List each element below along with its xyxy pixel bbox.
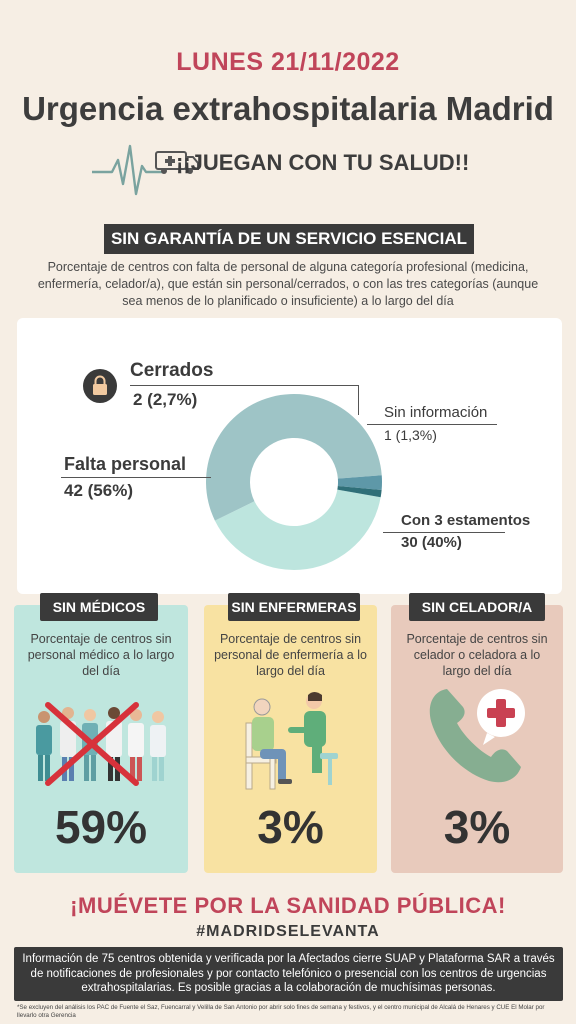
- slogan: ¡¡JUEGAN CON TU SALUD!!: [176, 150, 470, 175]
- label-cerrados-name: Cerrados: [130, 360, 214, 381]
- card-percentage: 3%: [257, 801, 324, 853]
- section-subtitle: Porcentaje de centros con falta de perso…: [37, 260, 539, 308]
- nurse-patient-icon: [245, 692, 338, 790]
- label-con3-value: 30 (40%): [401, 534, 462, 551]
- ambulance-icon: [155, 151, 199, 174]
- date-heading: LUNES 21/11/2022: [176, 48, 400, 76]
- slice-falta-personal: [206, 394, 382, 521]
- page-title: Urgencia extrahospitalaria Madrid: [22, 90, 554, 127]
- card-sin-celador: SIN CELADOR/A Porcentaje de centros sin …: [391, 593, 563, 873]
- call-to-action: ¡MUÉVETE POR LA SANIDAD PÚBLICA!: [70, 893, 506, 918]
- ecg-line-icon: [92, 144, 199, 196]
- label-cerrados-value: 2 (2,7%): [133, 390, 198, 409]
- label-sininfo-name: Sin información: [384, 404, 488, 421]
- donut-chart-card: Cerrados 2 (2,7%) Sin información 1 (1,3…: [17, 318, 562, 594]
- doctors-crossed-icon: [36, 702, 166, 786]
- label-sininfo-value: 1 (1,3%): [384, 427, 437, 443]
- info-box: Información de 75 centros obtenida y ver…: [14, 947, 563, 1001]
- slice-con-3-estamentos: [214, 489, 381, 570]
- card-sin-medicos: SIN MÉDICOS Porcentaje de centros sin pe…: [14, 593, 188, 873]
- slice-sin-informacion: [337, 485, 382, 498]
- card-sin-enfermeras: SIN ENFERMERAS Porcentaje de centros sin…: [204, 593, 377, 873]
- hashtag: #MADRIDSELEVANTA: [196, 923, 380, 940]
- section-tag: SIN GARANTÍA DE UN SERVICIO ESENCIAL: [104, 224, 474, 254]
- card-percentage: 59%: [54, 801, 148, 853]
- card-percentage: 3%: [443, 801, 511, 853]
- card-desc: Porcentaje de centros sin personal médic…: [27, 632, 175, 678]
- donut-chart: [206, 394, 382, 570]
- card-tag: SIN ENFERMERAS: [228, 593, 360, 621]
- card-desc: Porcentaje de centros sin celador o cela…: [406, 632, 548, 678]
- label-con3-name: Con 3 estamentos: [401, 512, 531, 529]
- category-cards: SIN MÉDICOS Porcentaje de centros sin pe…: [0, 593, 576, 873]
- label-falta-value: 42 (56%): [64, 481, 133, 500]
- lock-icon: [83, 369, 117, 403]
- slice-cerrados: [337, 475, 382, 490]
- label-falta-name: Falta personal: [64, 454, 187, 474]
- card-desc: Porcentaje de centros sin personal de en…: [214, 632, 367, 678]
- footnote: *Se excluyen del análisis los PAC de Fue…: [17, 1004, 545, 1019]
- card-tag: SIN CELADOR/A: [409, 593, 545, 621]
- phone-medical-icon: [429, 689, 525, 783]
- card-tag: SIN MÉDICOS: [40, 593, 158, 621]
